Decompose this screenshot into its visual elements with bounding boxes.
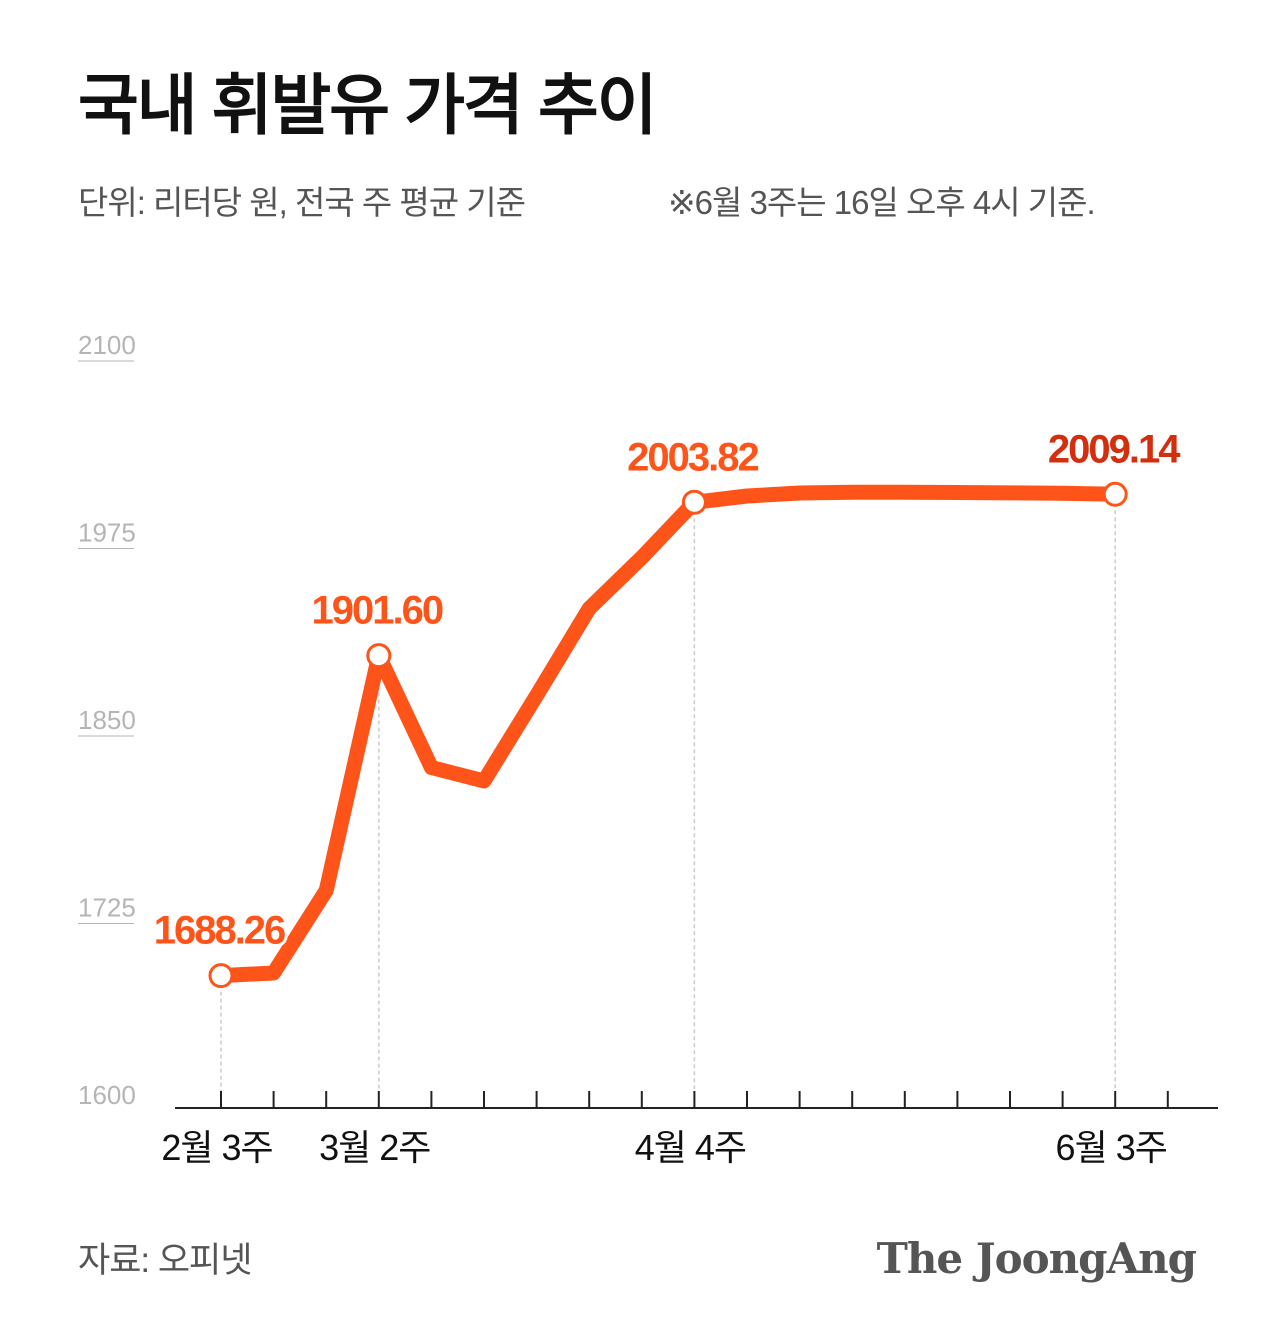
data-point — [681, 489, 707, 515]
data-label: 1688.26 — [154, 909, 285, 953]
x-tick-label: 3월 2주 — [319, 1127, 430, 1168]
y-tick-label: 1725 — [78, 893, 136, 923]
chart-title: 국내 휘발유 가격 추이 — [78, 68, 657, 142]
source-note: 자료: 오피넷 — [78, 1241, 252, 1280]
unit-note: 단위: 리터당 원, 전국 주 평균 기준 — [78, 184, 526, 221]
x-tick-label: 4월 4주 — [635, 1127, 746, 1168]
data-point — [366, 643, 392, 669]
x-tick-label: 2월 3주 — [161, 1127, 272, 1168]
y-tick-label: 1600 — [78, 1080, 136, 1110]
data-label: 1901.60 — [312, 589, 443, 633]
date-note: ※6월 3주는 16일 오후 4시 기준. — [668, 184, 1096, 221]
data-point — [208, 963, 234, 989]
data-label: 2003.82 — [627, 435, 758, 479]
data-point — [1102, 481, 1128, 507]
y-tick-label: 1975 — [78, 518, 136, 548]
y-tick-label: 2100 — [78, 330, 136, 360]
x-tick-label: 6월 3주 — [1056, 1127, 1167, 1168]
data-label: 2009.14 — [1048, 427, 1181, 471]
y-tick-label: 1850 — [78, 705, 136, 735]
publisher-logo: The JoongAng — [876, 1234, 1197, 1283]
series-line — [213, 484, 1123, 984]
